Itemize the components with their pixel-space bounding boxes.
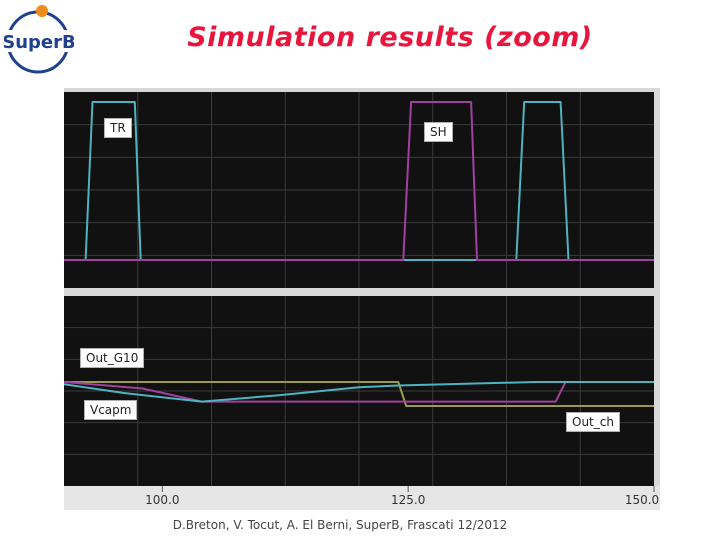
logo-text: SuperB [4, 32, 74, 53]
footer-credit: D.Breton, V. Tocut, A. El Berni, SuperB,… [172, 518, 508, 532]
trace-sh [64, 101, 654, 261]
trace-label-vcapm: Vcapm [84, 400, 138, 420]
grid-lines [64, 92, 654, 486]
simulation-plot: 100.0 125.0 150.0 [64, 88, 660, 510]
trace-out-g10 [64, 381, 654, 407]
x-tick-label: 150.0 [625, 493, 659, 507]
trace-label-out-ch: Out_ch [566, 412, 620, 432]
trace-out-ch [64, 381, 654, 403]
trace-label-sh: SH [424, 122, 453, 142]
traces [64, 101, 654, 407]
x-axis-strip [64, 486, 660, 510]
x-axis-ticks: 100.0 125.0 150.0 [145, 486, 659, 507]
trace-vcapm [64, 381, 654, 403]
x-tick-label: 125.0 [391, 493, 425, 507]
superb-logo: SuperB [4, 5, 74, 74]
trace-label-out-g10: Out_G10 [80, 348, 145, 368]
page-title: Simulation results (zoom) [187, 22, 593, 53]
x-tick-label: 100.0 [145, 493, 179, 507]
trace-label-tr: TR [104, 118, 132, 138]
